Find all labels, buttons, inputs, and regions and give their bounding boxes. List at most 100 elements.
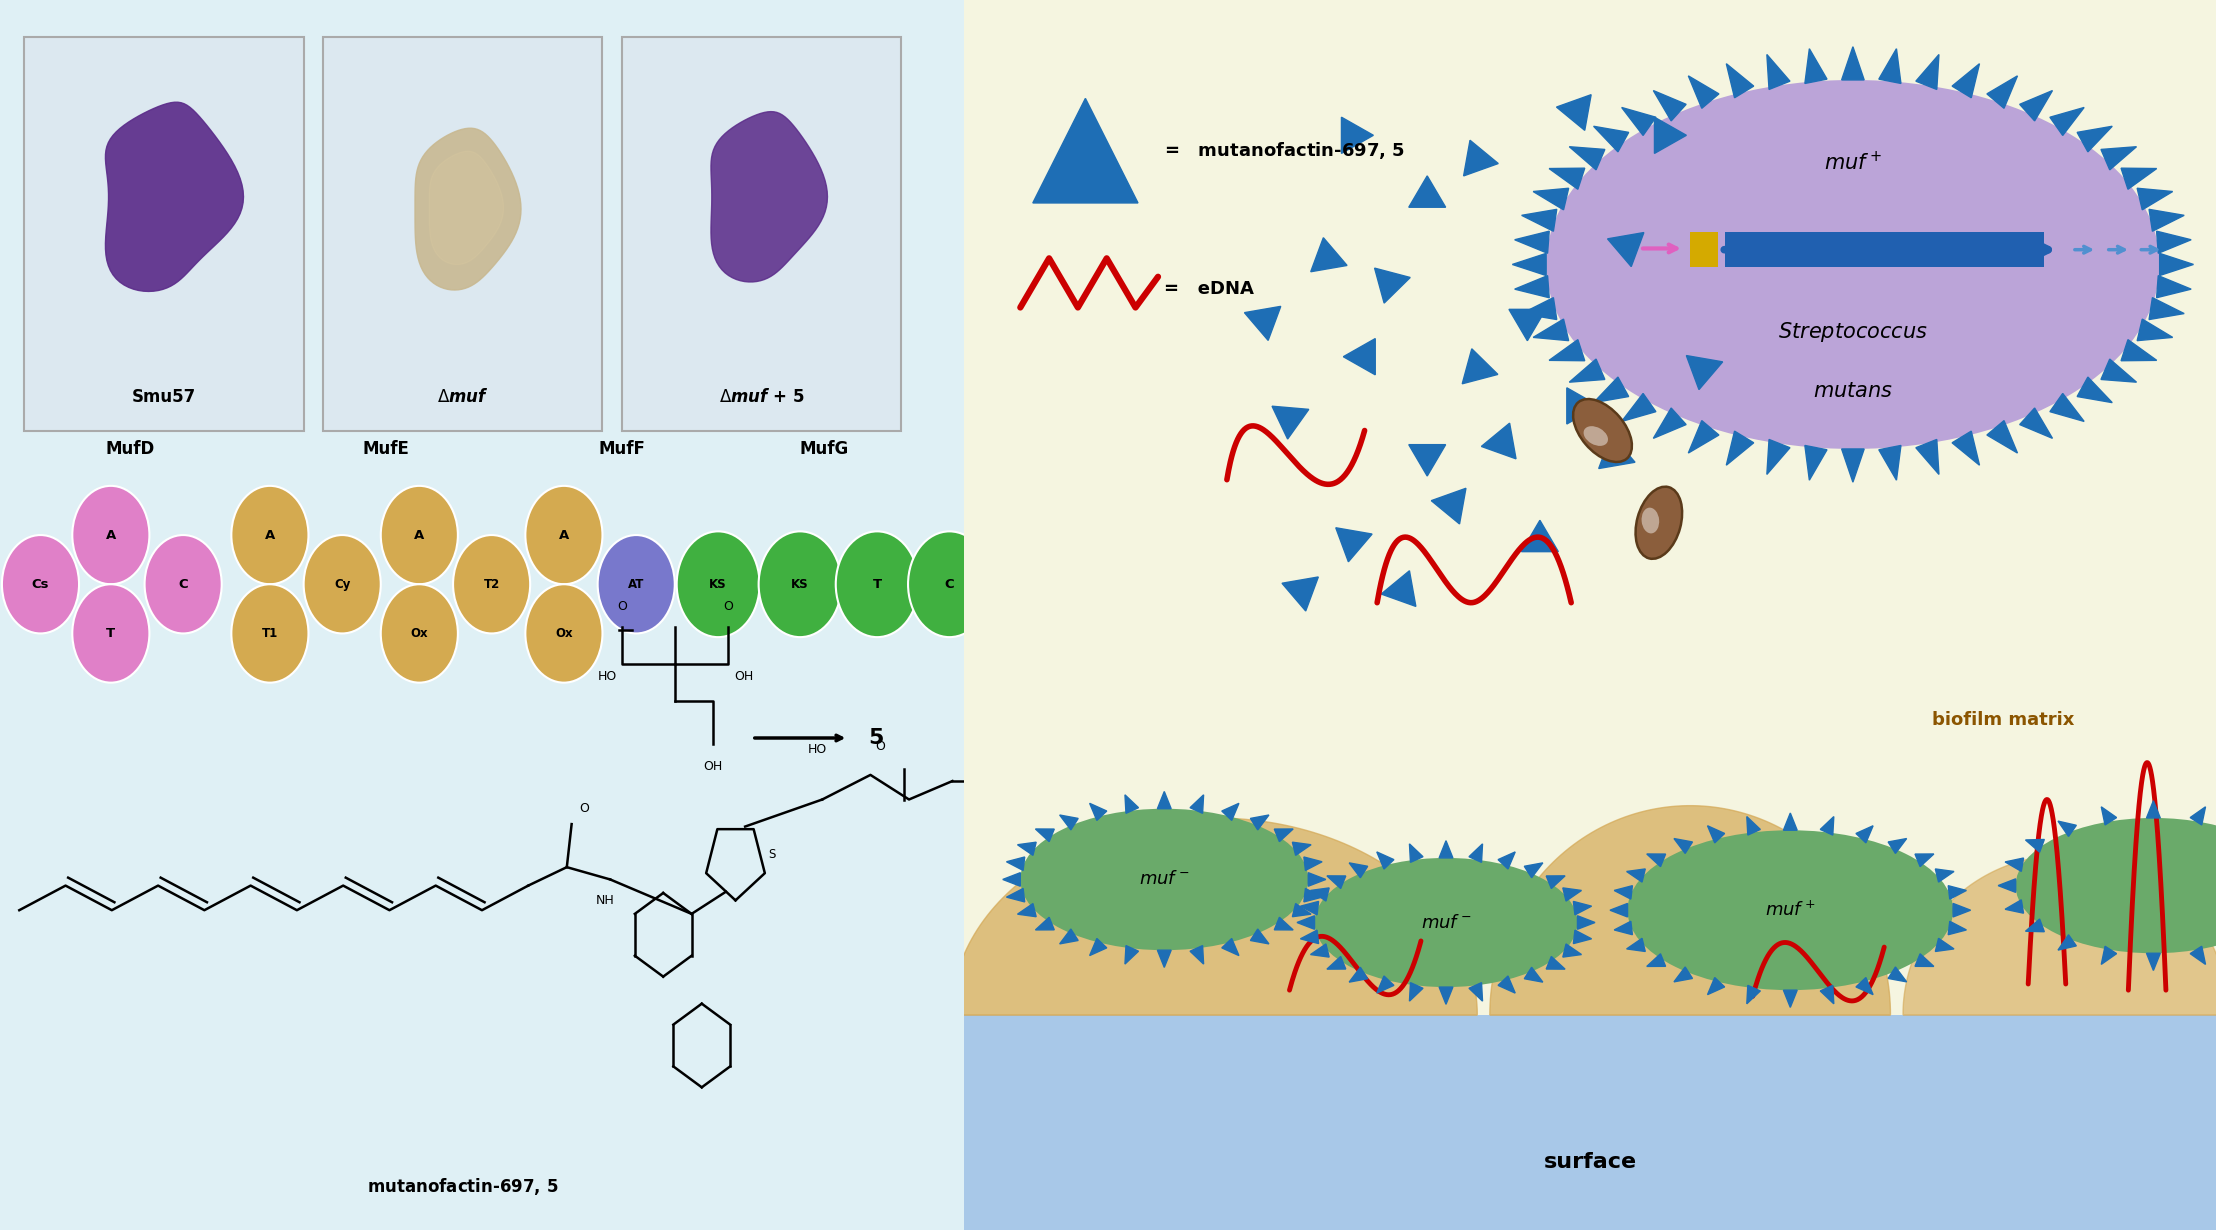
- Polygon shape: [1272, 406, 1310, 439]
- Text: surface: surface: [1542, 1153, 1638, 1172]
- Polygon shape: [1917, 54, 1939, 90]
- Polygon shape: [1952, 903, 1970, 918]
- Polygon shape: [1035, 918, 1055, 930]
- Polygon shape: [1673, 839, 1693, 854]
- Polygon shape: [1090, 938, 1106, 956]
- Polygon shape: [2019, 408, 2052, 438]
- Polygon shape: [1569, 146, 1604, 170]
- Text: Smu57: Smu57: [131, 387, 195, 406]
- Polygon shape: [1622, 394, 1655, 422]
- Polygon shape: [1381, 571, 1416, 606]
- Text: Cs: Cs: [31, 578, 49, 590]
- Circle shape: [909, 531, 991, 637]
- Text: =   mutanofactin-697, $\mathbf{5}$: = mutanofactin-697, $\mathbf{5}$: [1163, 139, 1405, 161]
- Polygon shape: [1004, 873, 1019, 886]
- Polygon shape: [2101, 146, 2136, 170]
- Polygon shape: [1653, 91, 1686, 121]
- Polygon shape: [1915, 854, 1935, 867]
- Polygon shape: [1006, 888, 1024, 902]
- Polygon shape: [1562, 943, 1582, 957]
- Circle shape: [230, 584, 308, 683]
- Text: Ox: Ox: [554, 627, 572, 640]
- Polygon shape: [1469, 844, 1483, 862]
- Polygon shape: [1409, 983, 1423, 1001]
- Circle shape: [304, 535, 381, 633]
- Text: $\it{mutans}$: $\it{mutans}$: [1813, 381, 1892, 401]
- Polygon shape: [430, 151, 503, 264]
- Text: OH: OH: [733, 670, 753, 683]
- Polygon shape: [1292, 904, 1312, 916]
- Text: $muf^+$: $muf^+$: [1824, 151, 1881, 173]
- Text: KS: KS: [791, 578, 809, 590]
- Text: T: T: [873, 578, 882, 590]
- Polygon shape: [1613, 921, 1633, 935]
- Polygon shape: [1915, 953, 1935, 967]
- Text: $\mathbf{5}$: $\mathbf{5}$: [869, 728, 884, 748]
- Polygon shape: [1578, 915, 1596, 930]
- Polygon shape: [1567, 387, 1598, 424]
- Text: $muf^-$: $muf^-$: [1139, 871, 1190, 888]
- Circle shape: [73, 486, 148, 584]
- Polygon shape: [1569, 359, 1604, 383]
- Polygon shape: [1498, 852, 1516, 870]
- Polygon shape: [1489, 806, 1890, 1015]
- Polygon shape: [1303, 857, 1323, 871]
- Text: KS: KS: [709, 578, 727, 590]
- Polygon shape: [1673, 967, 1693, 982]
- Ellipse shape: [1627, 830, 1952, 990]
- Text: MufE: MufE: [361, 440, 410, 458]
- Polygon shape: [1593, 127, 1629, 151]
- Polygon shape: [1190, 795, 1203, 813]
- Polygon shape: [2150, 209, 2185, 231]
- FancyBboxPatch shape: [1691, 232, 1717, 267]
- Text: OH: OH: [1064, 743, 1081, 756]
- Ellipse shape: [1547, 80, 2161, 449]
- Polygon shape: [1301, 930, 1319, 943]
- Circle shape: [835, 531, 920, 637]
- Polygon shape: [1511, 253, 1547, 276]
- Circle shape: [758, 531, 842, 637]
- Polygon shape: [2156, 276, 2192, 298]
- Polygon shape: [1157, 792, 1172, 809]
- Polygon shape: [1819, 985, 1835, 1004]
- Polygon shape: [1017, 904, 1037, 916]
- Polygon shape: [1549, 339, 1584, 360]
- Text: C: C: [177, 578, 188, 590]
- Text: O: O: [722, 599, 733, 613]
- Polygon shape: [1374, 268, 1409, 303]
- Circle shape: [598, 535, 676, 633]
- Polygon shape: [1653, 408, 1686, 438]
- Polygon shape: [2019, 91, 2052, 121]
- Circle shape: [525, 486, 603, 584]
- Polygon shape: [1245, 306, 1281, 341]
- Polygon shape: [1549, 169, 1584, 189]
- Text: C: C: [944, 578, 955, 590]
- Polygon shape: [2121, 169, 2156, 189]
- Polygon shape: [2189, 807, 2205, 825]
- Polygon shape: [1819, 817, 1835, 835]
- Circle shape: [230, 486, 308, 584]
- Polygon shape: [2076, 127, 2112, 151]
- Text: O: O: [1006, 718, 1015, 732]
- Text: A: A: [414, 529, 425, 541]
- Polygon shape: [1432, 488, 1467, 524]
- FancyBboxPatch shape: [24, 37, 304, 430]
- Polygon shape: [2101, 359, 2136, 383]
- Text: OH: OH: [705, 760, 722, 774]
- Text: $muf^+$: $muf^+$: [1766, 900, 1815, 920]
- Polygon shape: [1343, 338, 1376, 375]
- Polygon shape: [1522, 298, 1558, 320]
- Polygon shape: [1689, 76, 1720, 108]
- Polygon shape: [1327, 876, 1345, 888]
- Text: Cy: Cy: [335, 578, 350, 590]
- Polygon shape: [1221, 803, 1239, 820]
- Circle shape: [676, 531, 760, 637]
- Text: T1: T1: [261, 627, 277, 640]
- Polygon shape: [1593, 378, 1629, 402]
- Polygon shape: [1804, 49, 1826, 84]
- Polygon shape: [1935, 868, 1955, 882]
- Polygon shape: [1888, 839, 1906, 854]
- Polygon shape: [1516, 231, 1549, 253]
- Polygon shape: [1746, 985, 1760, 1004]
- Polygon shape: [1310, 943, 1330, 957]
